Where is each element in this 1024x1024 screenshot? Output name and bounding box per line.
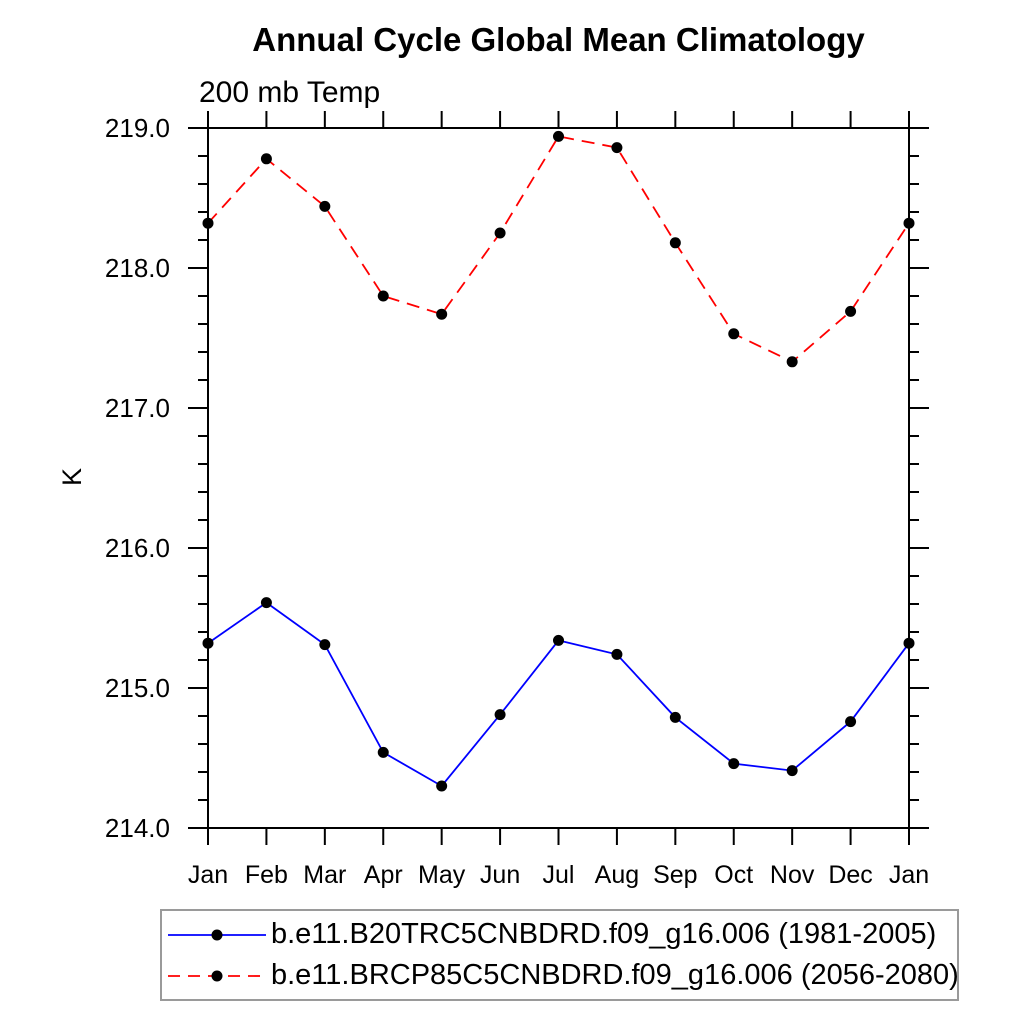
- data-point-marker-1-10: [786, 356, 798, 368]
- y-tick-label: 214.0: [105, 813, 170, 843]
- data-point-marker-1-5: [494, 227, 506, 239]
- data-point-marker-0-4: [436, 780, 448, 792]
- x-tick-label: Sep: [653, 861, 697, 889]
- chart-title: Annual Cycle Global Mean Climatology: [252, 21, 865, 58]
- x-tick-label: Oct: [714, 861, 753, 889]
- data-point-marker-0-3: [377, 746, 389, 758]
- data-point-marker-0-12: [903, 637, 915, 649]
- data-point-marker-1-3: [377, 290, 389, 302]
- x-tick-label: Aug: [595, 861, 639, 889]
- legend-item-historical: b.e11.B20TRC5CNBDRD.f09_g16.006 (1981-20…: [165, 918, 957, 952]
- data-point-marker-1-6: [553, 130, 564, 142]
- legend-label-rcp85: b.e11.BRCP85C5CNBDRD.f09_g16.006 (2056-2…: [271, 959, 959, 991]
- data-point-marker-0-8: [669, 711, 681, 723]
- legend-marker-icon: [211, 970, 223, 981]
- series-line-1: [207, 135, 910, 363]
- x-tick-label: Jul: [543, 861, 575, 889]
- x-tick-label: Dec: [828, 861, 872, 889]
- x-tick-label: Mar: [303, 861, 346, 889]
- data-point-marker-1-8: [669, 237, 681, 249]
- x-tick-label: May: [418, 861, 466, 889]
- data-point-marker-1-11: [845, 305, 857, 317]
- data-point-marker-0-7: [611, 648, 623, 660]
- data-point-marker-1-7: [611, 142, 623, 154]
- y-axis-title: K: [57, 468, 87, 486]
- data-point-marker-0-9: [728, 758, 740, 770]
- data-point-marker-1-2: [319, 200, 331, 212]
- chart-subtitle: 200 mb Temp: [199, 76, 381, 109]
- data-point-marker-0-10: [786, 765, 798, 777]
- legend-key-dashed-line-icon: [168, 970, 266, 981]
- data-point-marker-0-0: [202, 637, 214, 649]
- y-tick-label: 218.0: [105, 253, 170, 283]
- data-point-marker-0-1: [260, 597, 272, 609]
- data-point-marker-1-12: [903, 217, 915, 229]
- y-tick-label: 216.0: [105, 533, 170, 563]
- data-point-marker-0-2: [319, 639, 331, 651]
- legend-marker-icon: [211, 929, 223, 940]
- x-tick-label: Feb: [245, 861, 288, 889]
- y-tick-label: 215.0: [105, 673, 170, 703]
- legend-label-historical: b.e11.B20TRC5CNBDRD.f09_g16.006 (1981-20…: [271, 918, 937, 950]
- x-tick-label: Jan: [188, 861, 228, 889]
- data-point-marker-1-9: [728, 328, 740, 340]
- plot-frame: [207, 127, 910, 829]
- x-tick-label: Jan: [889, 861, 929, 889]
- plot-area: Jan Feb Mar Apr May Jun Jul Aug Sep Oct Nov Dec Jan 2…: [57, 111, 929, 889]
- data-point-marker-1-0: [202, 217, 214, 229]
- data-point-marker-1-4: [436, 308, 448, 320]
- x-tick-label: Apr: [364, 861, 403, 889]
- x-tick-label: Jun: [480, 861, 520, 889]
- data-point-marker-0-11: [845, 716, 857, 728]
- legend: b.e11.B20TRC5CNBDRD.f09_g16.006 (1981-20…: [160, 909, 959, 1001]
- y-tick-label: 219.0: [105, 113, 170, 143]
- data-point-marker-1-1: [260, 153, 272, 165]
- legend-item-rcp85: b.e11.BRCP85C5CNBDRD.f09_g16.006 (2056-2…: [165, 959, 959, 993]
- x-tick-label: Nov: [770, 861, 815, 889]
- series-line-0: [207, 601, 910, 788]
- data-point-marker-0-5: [494, 709, 506, 721]
- data-point-marker-0-6: [553, 634, 564, 646]
- legend-key-solid-line-icon: [168, 929, 266, 940]
- y-tick-label: 217.0: [105, 393, 170, 423]
